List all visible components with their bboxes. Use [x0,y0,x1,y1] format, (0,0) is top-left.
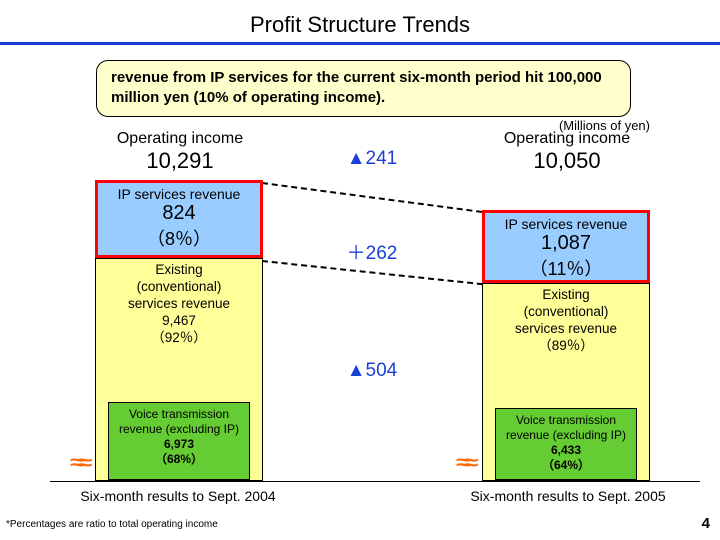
left-conv-box: Existing(conventional)services revenue 9… [95,258,263,481]
chart-area: Operating income 10,291 IP services reve… [0,130,720,490]
left-conv-lines: Existing(conventional)services revenue [96,259,262,313]
wave-right: ≈≈ [456,452,470,475]
callout-box: revenue from IP services for the current… [96,60,631,117]
left-conv-pct: （92％） [96,330,262,347]
right-ip-label: IP services revenue [485,216,647,232]
delta-bot: ▲504 [322,360,422,382]
right-conv-pct: （89％） [483,338,649,355]
left-op-label: Operating income [65,130,295,148]
left-ip-label: IP services revenue [98,186,260,202]
right-voice-pct: （64%） [542,458,590,472]
left-ip-box: IP services revenue 824 （8％） [95,180,263,258]
right-period: Six-month results to Sept. 2005 [438,488,698,504]
left-voice-value: 6,973 [164,437,194,451]
right-voice-box: Voice transmissionrevenue (excluding IP)… [495,408,637,480]
right-voice-value: 6,433 [551,443,581,457]
footnote: *Percentages are ratio to total operatin… [6,519,218,530]
delta-mid: ＋262 [322,238,422,265]
right-column: Operating income 10,050 IP services reve… [452,130,682,174]
left-op-value: 10,291 [65,148,295,174]
left-conv-value: 9,467 [96,313,262,330]
page-title: Profit Structure Trends [0,0,720,42]
left-ip-pct: （8％） [98,225,260,251]
baseline [50,481,700,482]
left-voice-pct: （68%） [155,452,203,466]
delta-top: ▲241 [322,148,422,170]
wave-left: ≈≈ [70,452,84,475]
right-ip-value: 1,087 [485,232,647,255]
right-conv-lines: Existing(conventional)services revenue [483,284,649,338]
right-op-label: Operating income [452,130,682,148]
title-underline [0,42,720,45]
right-op-value: 10,050 [452,148,682,174]
left-voice-label: Voice transmissionrevenue (excluding IP) [111,407,247,437]
right-voice-label: Voice transmissionrevenue (excluding IP) [498,413,634,443]
right-ip-pct: （11％） [485,255,647,281]
left-voice-box: Voice transmissionrevenue (excluding IP)… [108,402,250,480]
dash-top [262,182,482,213]
left-ip-value: 824 [98,202,260,225]
right-stack: IP services revenue 1,087 （11％） Existing… [482,210,650,481]
left-column: Operating income 10,291 IP services reve… [65,130,295,174]
right-conv-box: Existing(conventional)services revenue （… [482,283,650,481]
right-ip-box: IP services revenue 1,087 （11％） [482,210,650,283]
left-stack: IP services revenue 824 （8％） Existing(co… [95,180,263,481]
page-number: 4 [702,515,710,532]
left-period: Six-month results to Sept. 2004 [48,488,308,504]
